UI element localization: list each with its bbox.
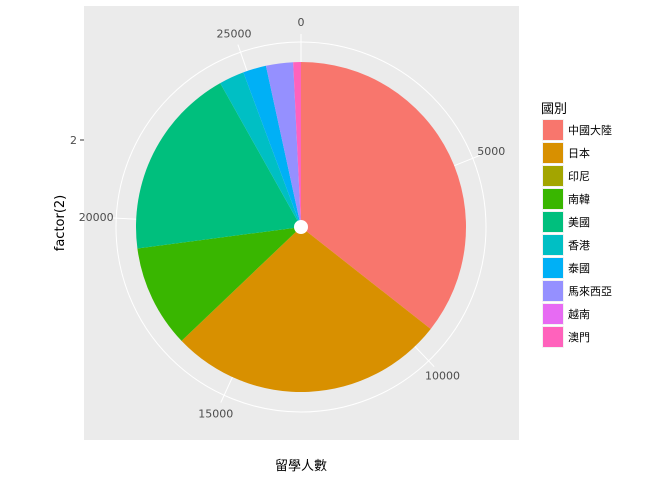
theta-tick-label-15000: 15000 [198, 408, 233, 421]
theta-tick-label-5000: 5000 [477, 145, 505, 158]
legend-swatch-2 [543, 166, 563, 186]
theta-tick-label-20000: 20000 [79, 211, 114, 224]
pie-slice-7 [265, 62, 301, 227]
legend-swatch-0 [543, 120, 563, 140]
legend-label-0: 中國大陸 [568, 123, 612, 137]
legend-label-9: 澳門 [568, 331, 590, 344]
pie-slice-3 [137, 227, 301, 341]
legend-label-1: 日本 [568, 146, 590, 160]
x-axis-title: 留學人數 [275, 459, 327, 474]
center-dot [294, 220, 308, 234]
legend-swatch-4 [543, 212, 563, 232]
legend-label-5: 香港 [568, 239, 590, 252]
theta-tick-labels: 0 5000 10000 15000 20000 25000 [79, 16, 506, 421]
legend-label-2: 印尼 [568, 170, 590, 183]
theta-tick-label-10000: 10000 [425, 369, 460, 382]
legend-swatch-9 [543, 327, 563, 347]
y-axis-title: factor(2) [53, 195, 68, 252]
pie-slice-0 [301, 62, 467, 329]
y-axis: 2 [70, 134, 84, 147]
legend-label-4: 美國 [568, 216, 590, 229]
theta-tick-label-0: 0 [298, 16, 305, 29]
pie-slice-5 [220, 72, 301, 228]
pie-slices [135, 62, 467, 393]
theta-tick-label-25000: 25000 [217, 27, 252, 40]
legend-label-8: 越南 [568, 307, 590, 321]
legend-swatch-3 [543, 189, 563, 209]
legend-swatch-5 [543, 235, 563, 255]
legend-swatch-8 [543, 304, 563, 324]
legend-label-7: 馬來西亞 [568, 285, 612, 298]
y-tick-label: 2 [70, 134, 77, 147]
legend-swatch-1 [543, 143, 563, 163]
legend-swatch-7 [543, 281, 563, 301]
pie-slice-4 [135, 83, 301, 249]
pie-slice-1 [181, 227, 431, 393]
legend-swatch-6 [543, 258, 563, 278]
legend-label-6: 泰國 [568, 261, 590, 275]
pie-slice-9 [293, 62, 301, 227]
legend-label-3: 南韓 [568, 193, 590, 206]
pie-slice-6 [243, 65, 301, 228]
center-hole [294, 220, 308, 234]
legend-title: 國別 [541, 102, 567, 117]
